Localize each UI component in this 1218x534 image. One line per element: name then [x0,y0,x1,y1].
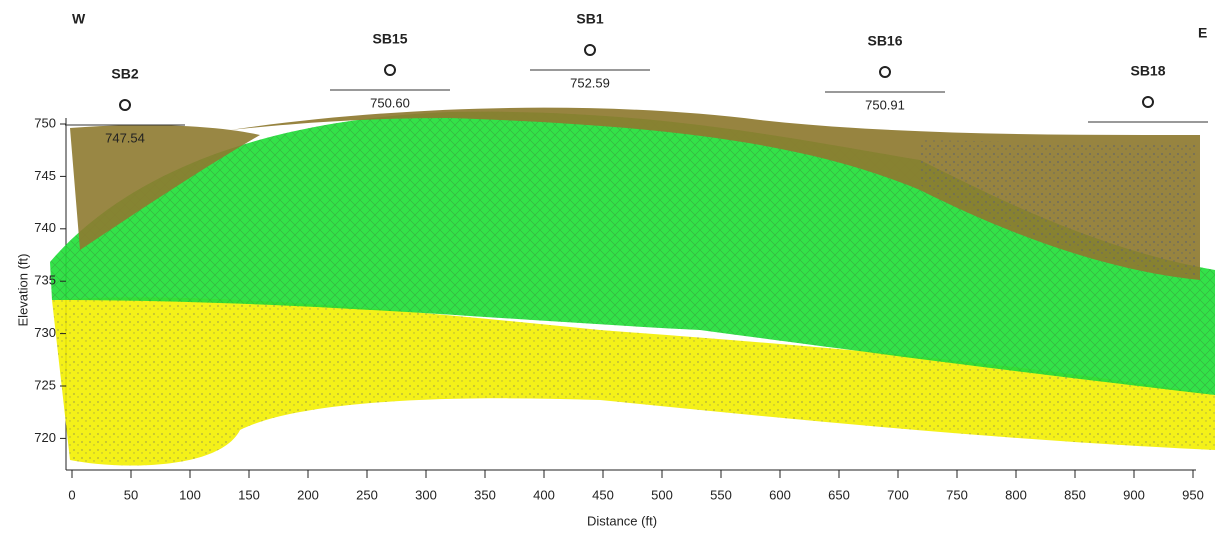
yellow-texture [52,297,1215,466]
x-tick-label: 0 [68,487,75,502]
borehole-elevation: 747.54 [105,130,145,145]
borehole-symbol [879,66,891,78]
y-tick-label: 725 [34,377,56,392]
x-tick-label: 800 [1005,487,1027,502]
borehole-symbol [384,64,396,76]
borehole-elevation: 752.59 [570,75,610,90]
east-label: E [1198,25,1207,41]
dynamic-layer: 750 745 740 735 730 725 720 0 50 100 150 200 250 300 3… [34,11,1208,502]
y-axis-title: Elevation (ft) [15,254,30,327]
brown-layer-west [70,125,260,250]
borehole-symbol [119,99,131,111]
x-tick-label: 750 [946,487,968,502]
borehole-label: SB18 [1130,63,1165,79]
x-tick-label: 550 [710,487,732,502]
borehole-label: SB1 [576,11,603,27]
x-tick-label: 300 [415,487,437,502]
x-tick-label: 500 [651,487,673,502]
x-tick-label: 700 [887,487,909,502]
x-tick-label: 600 [769,487,791,502]
brown-texture [920,140,1195,275]
y-tick-label: 730 [34,325,56,340]
x-tick-label: 350 [474,487,496,502]
y-tick-label: 720 [34,430,56,445]
x-axis-title: Distance (ft) [587,513,657,528]
x-tick-label: 650 [828,487,850,502]
borehole-symbol [584,44,596,56]
x-tick-label: 150 [238,487,260,502]
x-tick-label: 900 [1123,487,1145,502]
x-tick-label: 100 [179,487,201,502]
x-tick-label: 450 [592,487,614,502]
x-tick-label: 950 [1182,487,1204,502]
borehole-label: SB15 [372,31,407,47]
x-tick-label: 200 [297,487,319,502]
y-tick-label: 750 [34,115,56,130]
borehole-symbol [1142,96,1154,108]
x-tick-label: 50 [124,487,138,502]
borehole-elevation: 750.60 [370,95,410,110]
borehole-label: SB2 [111,66,138,82]
x-tick-label: 850 [1064,487,1086,502]
y-tick-label: 745 [34,168,56,183]
x-tick-label: 250 [356,487,378,502]
borehole-label: SB16 [867,33,902,49]
y-tick-label: 740 [34,220,56,235]
x-tick-label: 400 [533,487,555,502]
y-tick-label: 735 [34,273,56,288]
borehole-elevation: 750.91 [865,97,905,112]
west-label: W [72,11,86,27]
